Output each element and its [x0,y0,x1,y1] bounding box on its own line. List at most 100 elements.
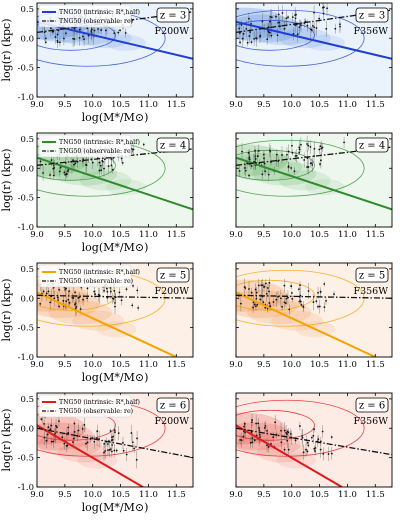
data-point [114,431,116,433]
x-tick-label: 9.0 [30,100,44,110]
legend-box [38,394,132,418]
legend-box [38,4,132,28]
data-point [125,288,128,291]
data-point [303,159,306,161]
data-point [64,173,67,176]
y-tick-label: -1.0 [18,483,34,493]
data-point [239,439,242,441]
data-point [288,308,291,311]
data-point [251,419,253,421]
data-point [315,300,318,303]
redshift-label: z = 6 [355,397,389,413]
data-point [305,448,307,451]
data-point [258,427,260,429]
redshift-box [156,7,190,23]
y-tick-label: -0.5 [18,454,34,464]
data-point [249,441,252,444]
data-point [299,300,302,303]
data-point [325,27,328,30]
data-point [253,439,256,442]
plot-area [37,399,193,487]
intrinsic-relation-line [236,291,376,357]
legend-label-observable: TNG50 (observable: re) [59,18,133,25]
data-point [251,441,254,444]
data-point [291,16,294,19]
x-tick-label: 9.5 [58,490,72,500]
data-point [267,446,270,448]
redshift-box [156,267,190,283]
y-tick-label: 0.0 [20,424,34,434]
data-point [65,444,68,447]
filter-label: F200W [155,26,190,37]
data-point [300,143,302,146]
data-point [277,13,280,16]
data-point [318,305,321,308]
data-point [266,38,269,41]
x-tick-label: 11.0 [338,230,357,240]
data-point [65,287,67,290]
x-tick-label: 10.0 [83,100,102,110]
legend-box [38,264,132,288]
panel-3-0: 9.0 9.5 10.0 10.5 11.0 11.5 -1.0 -0.5 0.0 0.5 z = … [0,392,194,514]
data-point [110,158,113,160]
data-point [267,173,270,176]
data-point [280,429,282,432]
data-point [270,16,273,19]
data-point [322,452,325,455]
data-point [317,291,319,294]
redshift-label: z = 3 [156,7,190,23]
data-point [119,29,121,32]
data-point [286,153,288,156]
data-point [65,32,67,35]
x-tick-label: 10.5 [310,360,329,370]
data-point [318,17,321,20]
data-point [291,151,294,154]
data-point [110,164,113,167]
x-tick-label: 10.0 [83,230,102,240]
data-point [283,284,286,287]
redshift-text: z = 3 [359,11,385,22]
plot-area [236,269,392,357]
data-point [306,157,309,160]
intrinsic-relation-line [236,20,392,60]
panel-0-1: 9.0 9.5 10.0 10.5 11.0 11.5 z = 3 F356W [229,2,393,110]
data-point [73,27,76,30]
panel-3-1: 9.0 9.5 10.0 10.5 11.0 11.5 z = 6 F356W [229,392,393,500]
y-tick-label: -1.0 [18,353,34,363]
legend: TNG50 (intrinsic: R*,half) TNG50 (observa… [38,134,140,158]
data-point [133,447,136,450]
data-point [248,174,250,177]
data-point [45,292,48,295]
data-point [269,20,271,23]
redshift-label: z = 4 [355,137,389,153]
observable-relation-line [37,294,193,299]
data-point [313,428,316,431]
intrinsic-relation-line [37,20,193,60]
data-point [258,429,261,432]
data-point [315,27,318,29]
data-point [298,146,301,149]
data-point [265,292,268,295]
data-point [111,168,114,171]
data-point [106,287,108,290]
data-point [258,433,261,436]
data-point [295,154,298,157]
data-point [267,31,270,33]
data-point [120,157,123,160]
data-point [310,436,313,439]
data-point [290,292,293,294]
data-point [82,298,85,301]
data-point [285,431,288,434]
data-point [72,437,75,440]
data-point [100,29,103,31]
data-point [330,436,333,439]
x-tick-label: 11.5 [366,100,385,110]
data-point [325,299,327,302]
data-point [125,453,128,456]
filter-label: F200W [155,286,190,297]
data-point [62,299,65,302]
data-point [67,169,70,171]
panel-frame [36,132,194,228]
data-point [120,299,123,302]
y-tick-label: -1.0 [18,93,34,103]
